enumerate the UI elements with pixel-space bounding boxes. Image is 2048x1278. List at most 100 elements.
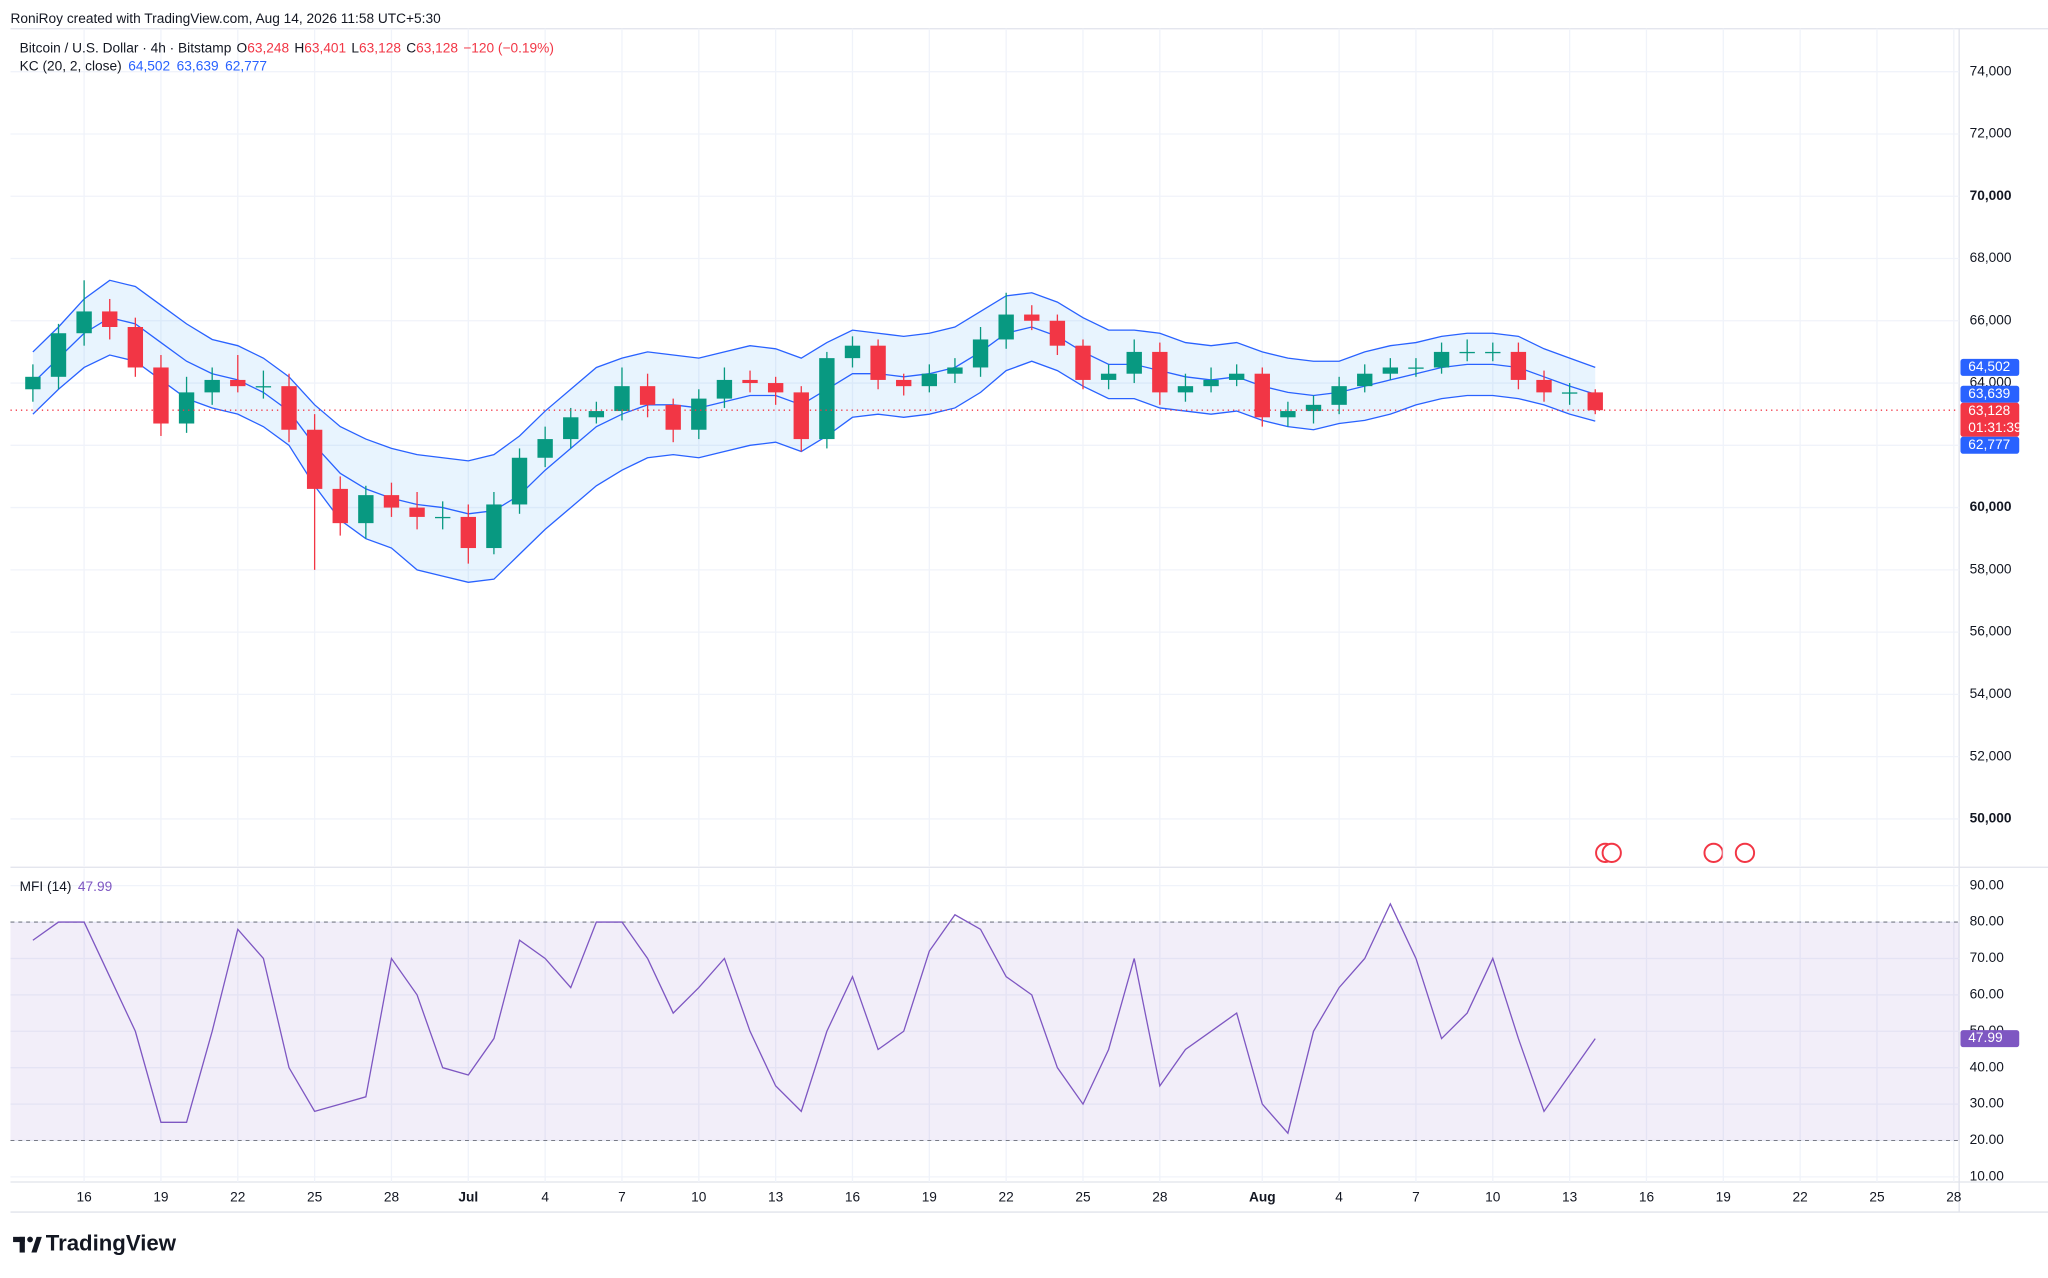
x-tick-label: 25 [1869,1189,1885,1204]
candle-body [332,488,348,524]
x-tick-label: 22 [1793,1189,1808,1204]
y-tick-label: 80.00 [1970,914,2005,929]
candle-body [460,516,476,549]
mfi-box [1960,1030,2020,1048]
candle-body [563,417,579,440]
candle-body [1280,411,1296,418]
candle-body [793,392,809,440]
candle-body [511,457,528,505]
y-tick-label: 56,000 [1970,624,2012,639]
kc-lower-box [1960,436,2020,454]
candle-body [1126,351,1142,374]
ohlc-value: 63,128 [359,40,401,55]
candle-body [409,507,425,517]
ohlc-name: H [294,40,304,55]
candle-body [358,495,374,524]
candle-body [230,379,246,387]
x-tick-label: 7 [618,1189,626,1204]
candle-body [1049,320,1066,346]
kc-lower-label: 62,777 [1968,437,2010,452]
candle-body [870,345,886,380]
x-tick-label: Jul [458,1189,478,1204]
flag [1601,842,1622,863]
kc-lower [32,354,1596,583]
y-tick-label: 50,000 [1970,811,2012,826]
candles [25,280,1603,570]
x-tick-label: 13 [768,1189,784,1204]
logo-shape [19,1236,25,1253]
legend-title: Bitcoin / U.S. Dollar · 4h · Bitstamp [20,40,232,55]
ohlc-name: C [406,40,416,55]
mfi-line [32,902,1596,1135]
ohlc-name: L [351,40,359,55]
candle-body [691,398,707,430]
y-tick-label: 30.00 [1970,1096,2005,1111]
candle-body [1075,345,1091,380]
candle-body [614,386,630,412]
candle-body [204,379,220,393]
x-tick-label: 19 [922,1189,937,1204]
x-tick-label: 28 [384,1189,400,1204]
candle-body [1536,379,1552,393]
mfi-band [10,922,1960,1141]
y-tick-label: 70.00 [1970,950,2005,965]
candle-body [639,386,656,405]
y-tick-label: 60.00 [1970,986,2005,1001]
credit: RoniRoy created with TradingView.com, Au… [10,11,441,26]
x-tick-label: 16 [845,1189,861,1204]
candle-body [1331,386,1347,405]
y-tick-label: 40.00 [1970,1059,2005,1074]
y-tick-label: 74,000 [1970,63,2012,78]
x-tick-label: 25 [1075,1189,1091,1204]
last-price-box [1960,402,2020,437]
candle-body [1587,392,1603,411]
mfi-axis-label: 47.99 [1968,1030,2002,1045]
kc-value: 64,502 [128,58,170,73]
candle-body [716,379,733,399]
candle-body [50,333,67,377]
candle-body [1305,404,1322,412]
kc-value: 63,639 [177,58,219,73]
candle-body [486,504,502,549]
y-tick-label: 54,000 [1970,686,2012,701]
candle-body [153,367,169,424]
ohlc-name: O [237,40,248,55]
candle-body [1024,314,1040,321]
x-tick-label: 4 [1335,1189,1343,1204]
candle-body [1100,373,1117,380]
mfi-value: 47.99 [78,878,112,893]
x-tick-label: 16 [1639,1189,1655,1204]
candle-body [1152,351,1168,393]
kc-upper [32,279,1596,462]
y-tick-label: 66,000 [1970,312,2012,327]
kc-middle-label: 63,639 [1968,386,2010,401]
candle-body [1357,373,1373,387]
x-tick-label: 4 [541,1189,549,1204]
kc-upper-box [1960,358,2020,376]
logo-mark [13,1236,42,1253]
logo-shape [31,1236,42,1253]
candle-body [742,379,758,384]
candle-body [1561,392,1578,394]
y-tick-label: 52,000 [1970,748,2012,763]
candle-body [255,386,272,388]
kc-middle-box [1960,385,2020,403]
y-tick-label: 60,000 [1970,499,2012,514]
y-tick-label: 90.00 [1970,877,2005,892]
candle-body [383,495,400,508]
candle-body [1203,379,1219,387]
kc-fill [32,280,1596,583]
candle-body [665,404,681,430]
mfi-name: MFI (14) [20,878,72,893]
y-tick-label: 20.00 [1970,1132,2005,1147]
legend-main: Bitcoin / U.S. Dollar · 4h · Bitstamp O 63… [20,40,554,55]
candle-body [896,379,912,387]
candle-body [844,345,861,359]
x-tick-label: 19 [1716,1189,1731,1204]
y-tick-label: 58,000 [1970,561,2012,576]
flag [1734,842,1756,863]
candle-body [25,376,41,390]
x-tick-label: 10 [1485,1189,1501,1204]
